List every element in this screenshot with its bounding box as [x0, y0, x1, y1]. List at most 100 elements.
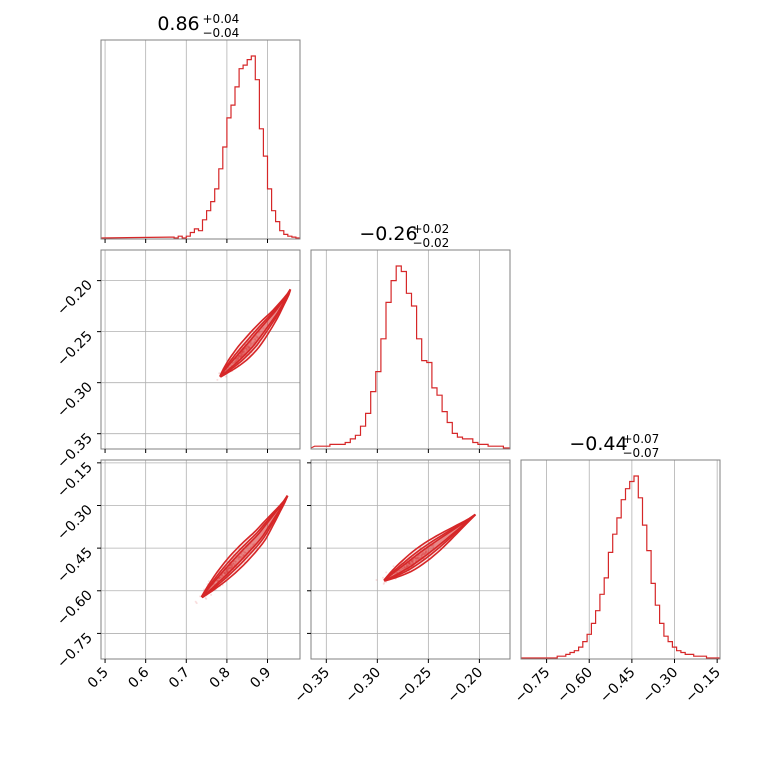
scatter-point — [218, 577, 221, 579]
scatter-point — [403, 566, 406, 568]
scatter-point — [256, 336, 258, 339]
scatter-point — [220, 576, 222, 579]
scatter-point — [383, 581, 386, 584]
scatter-point — [231, 565, 234, 568]
scatter-point — [249, 344, 252, 347]
scatter-point — [229, 567, 232, 570]
scatter-point — [409, 563, 412, 566]
scatter-point — [238, 557, 241, 560]
scatter-point — [411, 561, 414, 564]
histogram-1 — [310, 265, 510, 449]
scatter-point — [420, 555, 423, 558]
scatter-point — [401, 567, 404, 570]
scatter-point — [410, 560, 413, 563]
scatter-point — [252, 543, 255, 546]
scatter-point — [231, 564, 234, 566]
scatter-point — [408, 562, 411, 565]
panel-frame — [310, 459, 511, 660]
scatter-point — [242, 350, 245, 353]
scatter-point — [400, 569, 402, 572]
x-tick-label: 0.5 — [85, 665, 112, 692]
density-contour-2 — [201, 495, 289, 598]
scatter-point — [243, 551, 246, 554]
scatter-point — [432, 545, 435, 548]
scatter-point — [231, 564, 234, 567]
scatter-point — [411, 561, 414, 563]
x-tick-label: −0.20 — [445, 665, 487, 707]
scatter-point — [238, 555, 241, 558]
scatter-point — [409, 561, 411, 564]
scatter-point — [213, 582, 216, 585]
scatter-point — [410, 560, 413, 563]
scatter-point — [199, 595, 202, 598]
scatter-point — [252, 342, 255, 344]
scatter-point — [194, 600, 197, 603]
scatter-point — [221, 574, 224, 577]
scatter-point — [229, 564, 232, 567]
scatter-point — [238, 354, 241, 357]
scatter-point — [241, 354, 244, 357]
scatter-point — [405, 565, 408, 568]
x-tick-label: −0.25 — [394, 665, 436, 707]
scatter-point — [416, 557, 419, 560]
scatter-point — [422, 551, 425, 554]
scatter-point — [237, 356, 240, 359]
scatter-point — [222, 571, 225, 574]
scatter-point — [398, 569, 401, 572]
scatter-point — [410, 562, 413, 565]
scatter-point — [256, 335, 259, 338]
y-tick-label: −0.20 — [54, 277, 96, 319]
scatter-point — [235, 560, 238, 563]
scatter-point — [426, 550, 429, 553]
scatter-point — [250, 546, 253, 549]
scatter-point — [424, 551, 427, 554]
scatter-point — [236, 356, 239, 359]
scatter-point — [421, 552, 424, 555]
panel-2-0: 0.5 0.6 0.7 0.8 0.9−0.75−0.60−0.45−0.30−0.15 — [54, 459, 301, 692]
scatter-point — [406, 564, 409, 567]
scatter-point — [421, 554, 424, 557]
scatter-point — [243, 349, 246, 352]
scatter-point — [242, 351, 245, 353]
scatter-point — [227, 567, 230, 570]
scatter-point — [403, 566, 406, 569]
x-tick-label: 0.6 — [125, 664, 152, 691]
scatter-point — [228, 566, 231, 569]
scatter-point — [216, 378, 219, 381]
scatter-point — [411, 561, 413, 563]
scatter-point — [382, 576, 384, 579]
panel-title-0: 0.86 +0.04−0.04 — [157, 12, 239, 40]
scatter-point — [230, 566, 233, 569]
scatter-point — [237, 558, 240, 561]
scatter-point — [423, 553, 426, 556]
scatter-point — [207, 580, 210, 583]
scatter-point — [239, 556, 242, 558]
scatter-point — [254, 339, 257, 341]
panel-title-1: −0.26+0.02−0.02 — [359, 222, 449, 250]
scatter-point — [227, 567, 230, 570]
scatter-point — [405, 563, 408, 566]
scatter-point — [218, 372, 221, 375]
scatter-point — [245, 347, 248, 350]
scatter-point — [224, 571, 227, 574]
scatter-point — [416, 557, 419, 560]
scatter-point — [241, 351, 244, 354]
scatter-point — [221, 575, 224, 577]
scatter-point — [231, 565, 234, 568]
density-contour-2 — [219, 288, 292, 378]
scatter-point — [411, 560, 413, 563]
scatter-point — [227, 569, 230, 571]
scatter-point — [235, 557, 238, 560]
scatter-point — [238, 556, 241, 559]
scatter-point — [245, 349, 248, 352]
scatter-point — [424, 551, 427, 554]
scatter-point — [247, 345, 250, 348]
scatter-point — [416, 557, 419, 560]
scatter-point — [246, 347, 248, 350]
scatter-point — [244, 347, 247, 350]
scatter-point — [247, 347, 250, 350]
scatter-point — [228, 567, 231, 569]
scatter-point — [382, 582, 385, 585]
scatter-point — [223, 572, 226, 575]
scatter-point — [237, 555, 240, 558]
